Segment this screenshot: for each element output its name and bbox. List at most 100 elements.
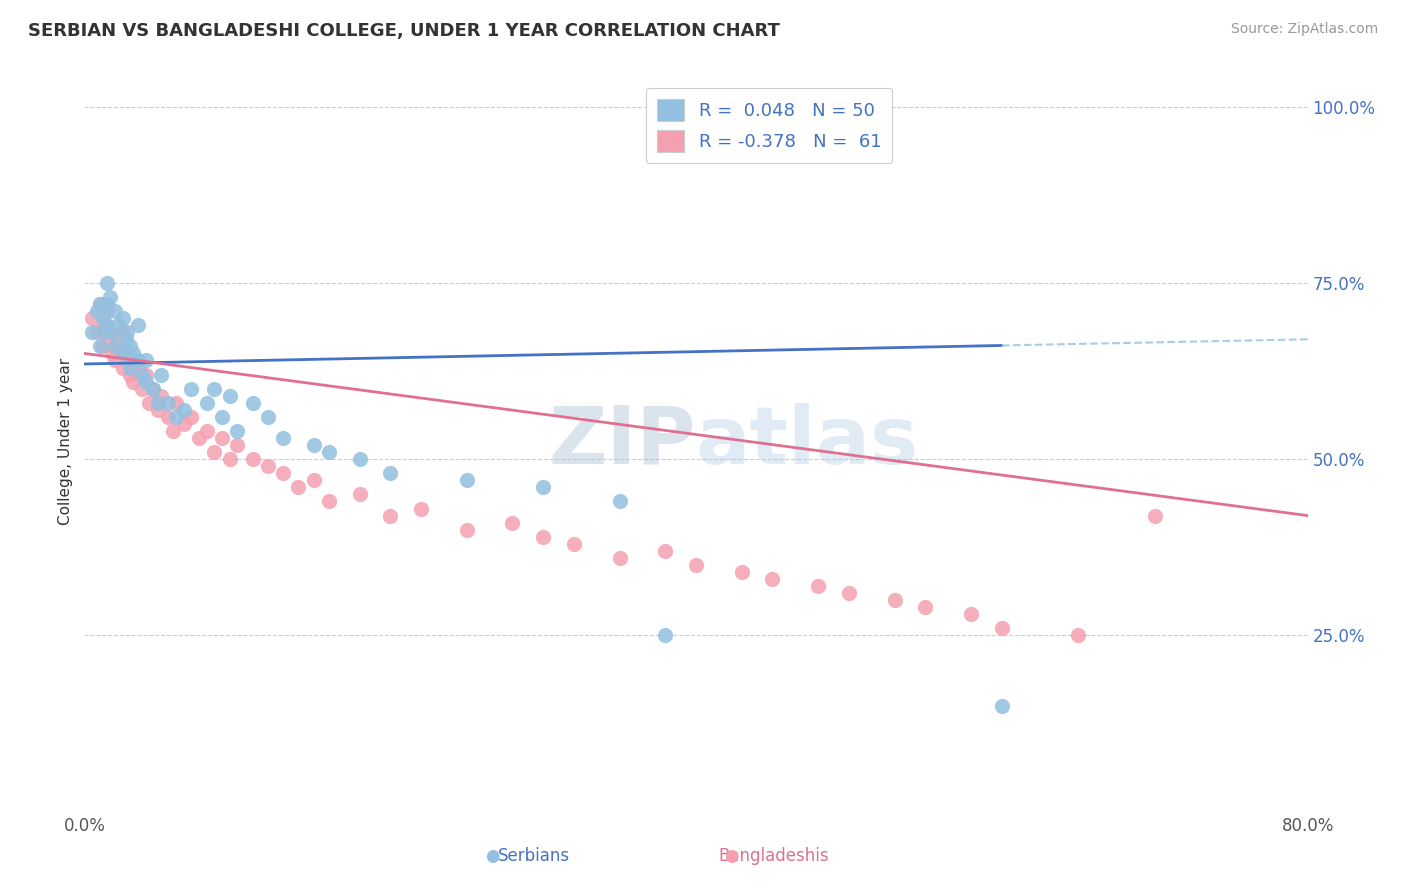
Point xyxy=(195,396,218,410)
Point xyxy=(731,565,754,579)
Point xyxy=(257,459,280,474)
Point xyxy=(456,523,478,537)
Point xyxy=(80,325,103,339)
Point xyxy=(287,480,309,494)
Point xyxy=(173,402,195,417)
Point xyxy=(93,325,115,339)
Point xyxy=(115,346,138,360)
Point xyxy=(685,558,707,572)
Point xyxy=(89,297,111,311)
Point xyxy=(127,318,149,333)
Point xyxy=(380,467,402,481)
Point xyxy=(318,445,340,459)
Point xyxy=(218,389,240,403)
Point xyxy=(195,424,218,438)
Point xyxy=(96,318,118,333)
Text: SERBIAN VS BANGLADESHI COLLEGE, UNDER 1 YEAR CORRELATION CHART: SERBIAN VS BANGLADESHI COLLEGE, UNDER 1 … xyxy=(28,22,780,40)
Point xyxy=(165,396,187,410)
Point xyxy=(211,431,233,445)
Point xyxy=(318,494,340,508)
Point xyxy=(991,621,1014,635)
Text: ZIP: ZIP xyxy=(548,402,696,481)
Point xyxy=(162,424,184,438)
Point xyxy=(242,452,264,467)
Point xyxy=(149,368,172,382)
Point xyxy=(127,360,149,375)
Point xyxy=(409,501,432,516)
Point xyxy=(80,311,103,326)
Point xyxy=(93,318,115,333)
Point xyxy=(146,402,169,417)
Point xyxy=(761,572,783,586)
Point xyxy=(96,276,118,290)
Point xyxy=(609,494,631,508)
Point xyxy=(111,311,134,326)
Point xyxy=(104,332,127,346)
Point xyxy=(96,304,118,318)
Point xyxy=(91,339,114,353)
Point xyxy=(456,473,478,487)
Point xyxy=(242,396,264,410)
Point xyxy=(135,368,157,382)
Point xyxy=(180,382,202,396)
Point xyxy=(562,537,585,551)
Point xyxy=(302,438,325,452)
Point xyxy=(122,375,145,389)
Point xyxy=(101,346,124,360)
Point xyxy=(98,290,121,304)
Point xyxy=(202,382,225,396)
Point xyxy=(89,297,111,311)
Point xyxy=(257,409,280,424)
Point xyxy=(149,389,172,403)
Point xyxy=(502,516,524,530)
Point xyxy=(86,325,108,339)
Point xyxy=(173,417,195,431)
Point xyxy=(111,325,134,339)
Point xyxy=(120,339,142,353)
Text: Bangladeshis: Bangladeshis xyxy=(718,847,828,865)
Point xyxy=(127,353,149,368)
Y-axis label: College, Under 1 year: College, Under 1 year xyxy=(58,358,73,525)
Point xyxy=(91,311,114,326)
Point xyxy=(349,452,371,467)
Point xyxy=(1067,628,1090,642)
Point xyxy=(531,480,554,494)
Point xyxy=(654,544,676,558)
Point xyxy=(157,396,180,410)
Point xyxy=(302,473,325,487)
Point xyxy=(131,368,153,382)
Point xyxy=(104,339,127,353)
Point xyxy=(807,579,830,593)
Point xyxy=(914,600,936,615)
Point xyxy=(104,304,127,318)
Point xyxy=(111,360,134,375)
Point xyxy=(142,382,165,396)
Point xyxy=(111,346,134,360)
Point xyxy=(349,487,371,501)
Point xyxy=(115,325,138,339)
Text: ●: ● xyxy=(485,847,499,865)
Point xyxy=(122,346,145,360)
Point xyxy=(218,452,240,467)
Point xyxy=(991,698,1014,713)
Point xyxy=(202,445,225,459)
Text: atlas: atlas xyxy=(696,402,920,481)
Point xyxy=(120,368,142,382)
Point xyxy=(188,431,211,445)
Point xyxy=(531,530,554,544)
Point xyxy=(271,467,294,481)
Point xyxy=(838,586,860,600)
Text: ●: ● xyxy=(724,847,738,865)
Point xyxy=(380,508,402,523)
Point xyxy=(104,353,127,368)
Point xyxy=(146,396,169,410)
Point xyxy=(271,431,294,445)
Point xyxy=(883,593,905,607)
Point xyxy=(120,353,142,368)
Point xyxy=(180,409,202,424)
Point xyxy=(89,339,111,353)
Point xyxy=(138,396,160,410)
Legend: R =  0.048   N = 50, R = -0.378   N =  61: R = 0.048 N = 50, R = -0.378 N = 61 xyxy=(647,87,893,162)
Point xyxy=(226,438,249,452)
Point xyxy=(135,353,157,368)
